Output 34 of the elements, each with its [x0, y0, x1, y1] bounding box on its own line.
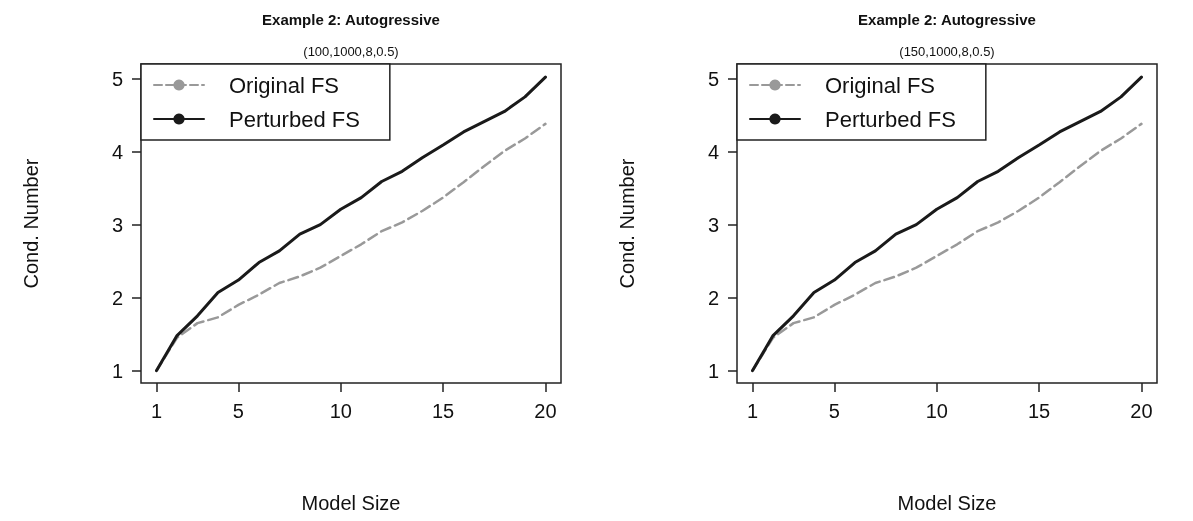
chart-subtitle: (150,1000,8,0.5): [899, 44, 995, 59]
x-tick-label: 5: [232, 400, 244, 422]
y-tick-label: 1: [111, 359, 123, 382]
x-tick-label: 1: [150, 400, 163, 422]
x-tick-label: 15: [1027, 400, 1051, 422]
y-tick-label: 5: [111, 67, 123, 90]
y-tick-label: 3: [111, 213, 123, 236]
y-axis-title: Cond. Number: [20, 158, 42, 289]
y-tick-label: 4: [707, 140, 719, 163]
y-axis-title: Cond. Number: [616, 158, 638, 289]
chart-title: Example 2: Autogressive: [262, 11, 440, 28]
legend-label: Original FS: [825, 72, 936, 98]
x-tick-label: 5: [828, 400, 840, 422]
x-tick-label: 20: [1130, 400, 1153, 422]
line-series: [751, 75, 1143, 373]
x-tick-label: 10: [925, 400, 948, 422]
x-axis-title: Model Size: [897, 492, 997, 514]
chart-title: Example 2: Autogressive: [858, 11, 1036, 28]
y-tick-label: 5: [707, 67, 719, 90]
y-tick-label: 1: [707, 359, 719, 382]
y-tick-label: 3: [707, 213, 719, 236]
x-tick-label: 1: [746, 400, 759, 422]
y-tick-label: 4: [111, 140, 123, 163]
y-tick-label: 2: [111, 286, 123, 309]
line-series: [155, 75, 547, 373]
legend-label: Original FS: [229, 72, 340, 98]
legend-label: Perturbed FS: [229, 106, 360, 132]
x-tick-label: 10: [329, 400, 352, 422]
x-tick-label: 15: [431, 400, 455, 422]
legend-label: Perturbed FS: [825, 106, 956, 132]
chart-subtitle: (100,1000,8,0.5): [303, 44, 399, 59]
y-tick-label: 2: [707, 286, 719, 309]
x-axis-title: Model Size: [301, 492, 401, 514]
x-tick-label: 20: [534, 400, 557, 422]
